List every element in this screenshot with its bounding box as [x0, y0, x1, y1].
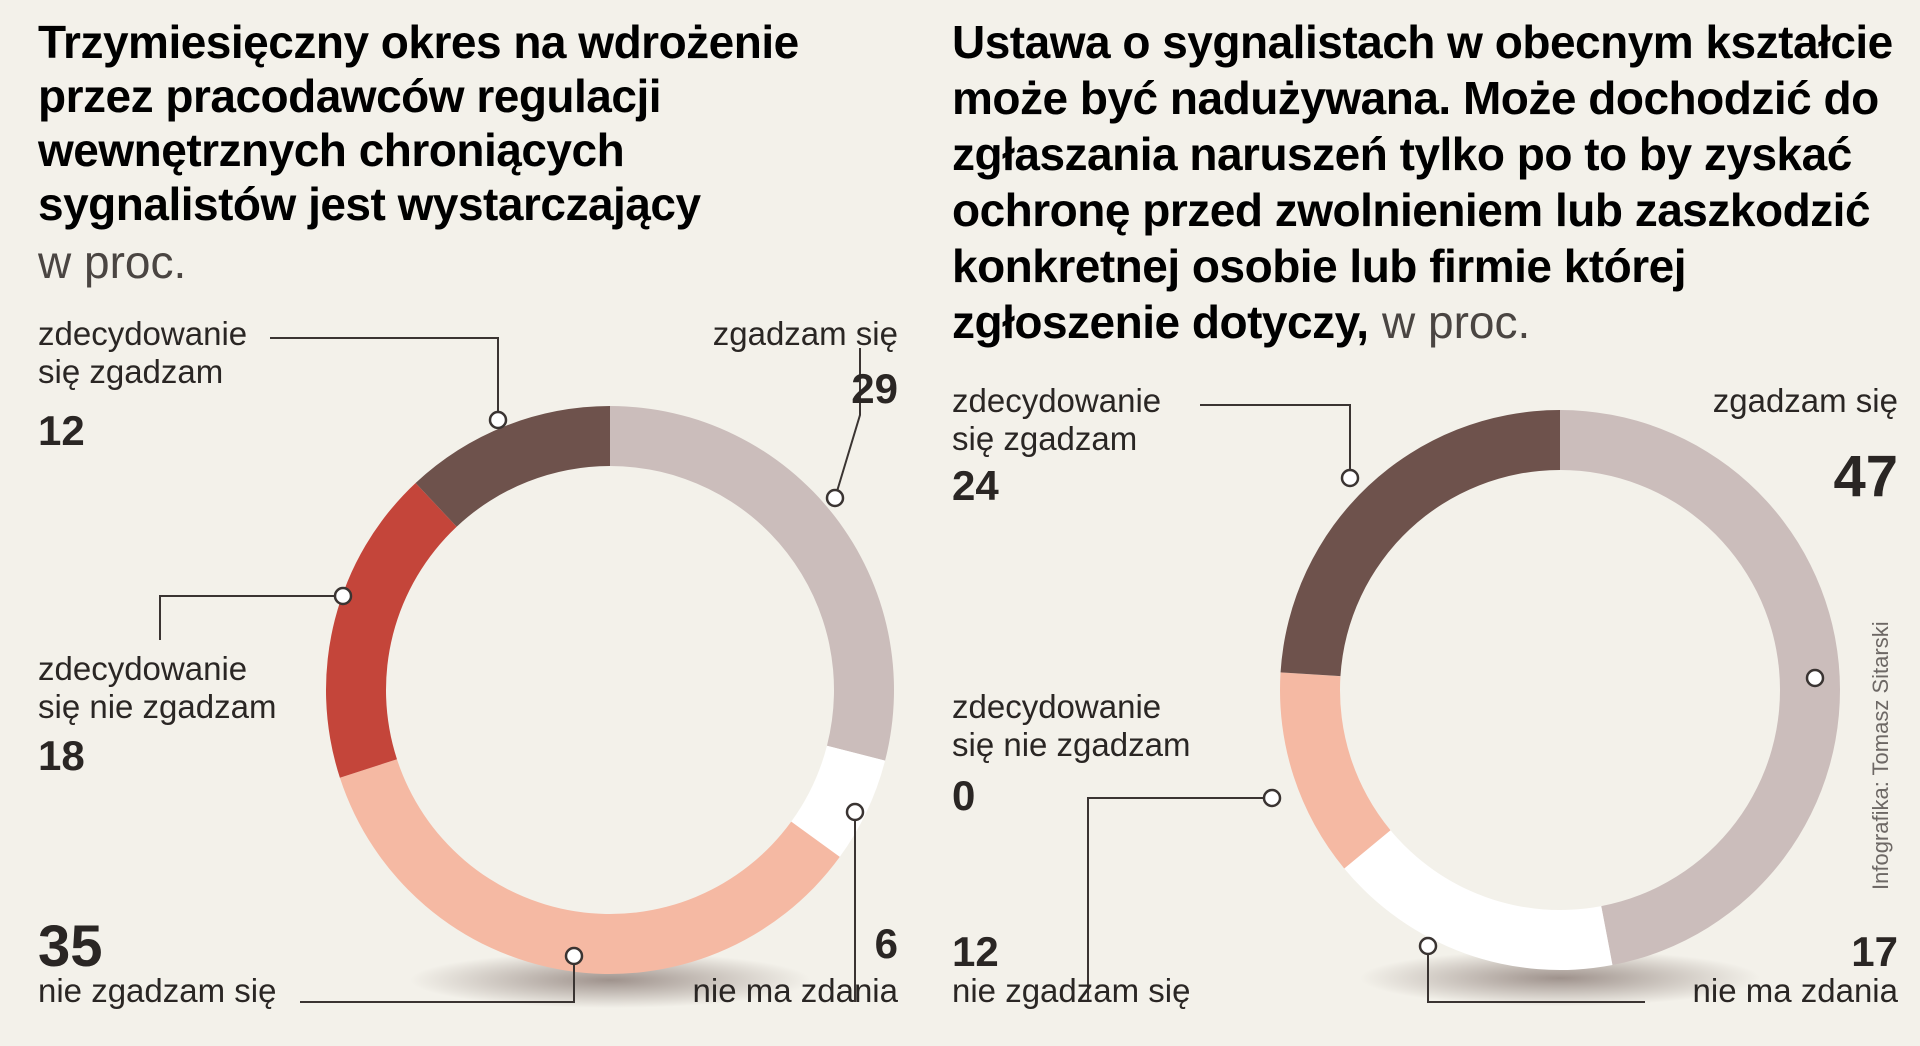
slice-value: 24 — [952, 462, 999, 509]
pie-slice — [415, 406, 610, 527]
pie-slice — [1560, 410, 1840, 966]
leader-dot — [488, 410, 508, 430]
leader-line — [300, 956, 575, 1003]
slice-value: 6 — [875, 920, 898, 967]
chart-unit: w proc. — [1381, 296, 1530, 348]
slice-label: zgadzam się — [713, 315, 898, 352]
slice-label: zdecydowanie — [38, 650, 247, 687]
leader-dot — [1805, 668, 1825, 688]
pie-slice — [326, 482, 457, 778]
slice-label: się zgadzam — [952, 420, 1137, 457]
leader-dot — [564, 946, 584, 966]
ring-shadow — [410, 952, 810, 1008]
leader-line — [834, 348, 861, 499]
chart-title-line: zgłaszania naruszeń tylko po to by zyska… — [952, 128, 1852, 180]
chart-title-line: Trzymiesięczny okres na wdrożenie — [38, 16, 799, 68]
chart-title-line: wewnętrznych chroniących — [37, 124, 624, 176]
pie-slice — [1344, 830, 1613, 970]
chart-title-line: zgłoszenie dotyczy, — [952, 296, 1369, 348]
chart-right: Ustawa o sygnalistach w obecnym kształci… — [952, 16, 1899, 1009]
leader-line — [1200, 404, 1351, 478]
slice-label: się nie zgadzam — [38, 688, 276, 725]
chart-title-line: ochronę przed zwolnieniem lub zaszkodzić — [952, 184, 1870, 236]
leader-dot — [1340, 468, 1360, 488]
chart-title-line: sygnalistów jest wystarczający — [38, 178, 701, 230]
leader-dot — [1262, 788, 1282, 808]
slice-label: nie zgadzam się — [952, 972, 1190, 1009]
slice-label: się zgadzam — [38, 353, 223, 390]
slice-value: 12 — [38, 407, 85, 454]
credit-text: Infografika: Tomasz Sitarski — [1868, 621, 1893, 890]
leader-line — [1427, 946, 1645, 1003]
ring-shadow — [1360, 950, 1760, 1006]
chart-title-line: przez pracodawców regulacji — [38, 70, 661, 122]
leader-dot — [333, 586, 353, 606]
slice-label: zdecydowanie — [952, 382, 1161, 419]
slice-value: 29 — [851, 365, 898, 412]
chart-panel-left: Trzymiesięczny okres na wdrożenie przez p… — [0, 0, 940, 1046]
leader-line — [159, 595, 343, 640]
slice-value: 35 — [38, 914, 103, 979]
slice-value: 18 — [38, 732, 85, 779]
leader-dot — [825, 488, 845, 508]
pie-slice — [791, 745, 886, 857]
slice-value: 17 — [1851, 928, 1898, 975]
slice-label: zdecydowanie — [38, 315, 247, 352]
slice-label: nie zgadzam się — [38, 972, 276, 1009]
slice-label: się nie zgadzam — [952, 726, 1190, 763]
pie-slice — [610, 406, 895, 761]
pie-slice — [1280, 410, 1560, 677]
slice-label: zgadzam się — [1713, 382, 1898, 419]
slice-value: 12 — [952, 928, 999, 975]
slice-label: zdecydowanie — [952, 688, 1161, 725]
leader-dot — [845, 802, 865, 822]
chart-title-line: może być nadużywana. Może dochodzić do — [952, 72, 1879, 124]
chart-title: Ustawa o sygnalistach w obecnym kształci… — [952, 16, 1893, 348]
pie-slice — [339, 759, 840, 974]
chart-unit: w proc. — [37, 236, 186, 288]
slice-label: nie ma zdania — [693, 972, 899, 1009]
leader-line — [1087, 797, 1272, 1002]
chart-title-line: konkretnej osobie lub firmie której — [952, 240, 1686, 292]
leader-line — [270, 337, 499, 420]
slice-value: 0 — [952, 772, 975, 819]
leader-dot — [1418, 936, 1438, 956]
slice-value: 47 — [1833, 444, 1898, 509]
slice-label: nie ma zdania — [1693, 972, 1899, 1009]
chart-panel-right: Ustawa o sygnalistach w obecnym kształci… — [940, 0, 1920, 1046]
pie-slice — [1280, 672, 1391, 869]
chart-title-line: Ustawa o sygnalistach w obecnym kształci… — [952, 16, 1893, 68]
